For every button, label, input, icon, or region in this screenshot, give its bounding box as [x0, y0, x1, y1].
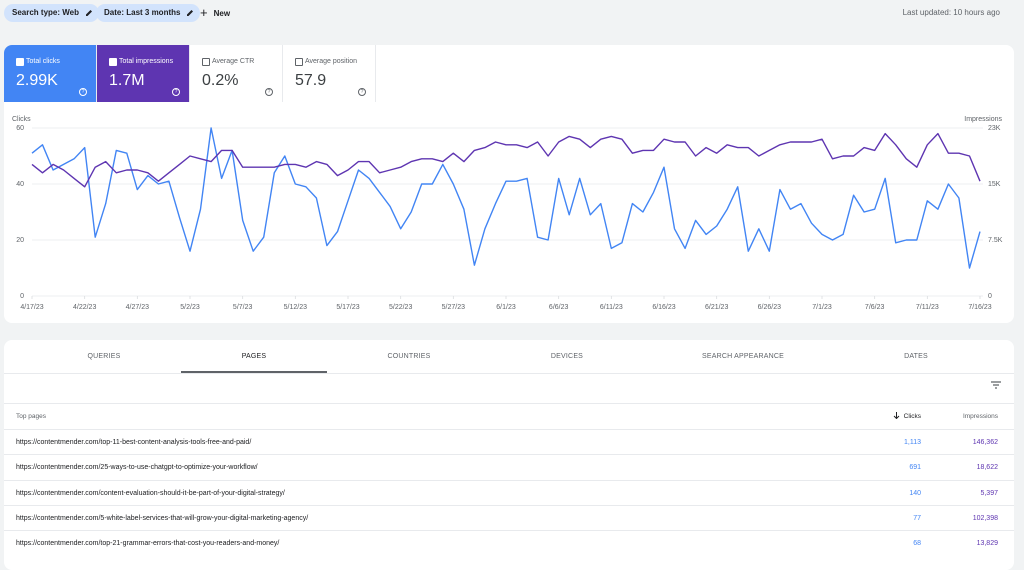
new-button[interactable]: + New: [200, 4, 230, 22]
x-tick-label: 6/11/23: [600, 304, 623, 311]
new-text: New: [213, 9, 231, 18]
sort-icon: [893, 412, 900, 420]
table-row[interactable]: https://contentmender.com/25-ways-to-use…: [4, 454, 1014, 480]
page-url: https://contentmender.com/top-21-grammar…: [16, 540, 280, 548]
y-tick-label: 20: [16, 237, 24, 244]
x-tick-label: 4/17/23: [20, 304, 43, 311]
page-url: https://contentmender.com/top-11-best-co…: [16, 439, 252, 446]
tab[interactable]: PAGES: [181, 344, 327, 373]
chip-text: Date: Last 3 months: [104, 8, 181, 17]
page: Search type: Web Date: Last 3 months + Ne…: [4, 4, 1014, 570]
metric-label: Average position: [305, 58, 358, 65]
metric-value: 0.2%: [202, 72, 239, 89]
clicks-cell: 691: [909, 464, 921, 472]
x-tick-label: 5/17/23: [336, 304, 359, 311]
impressions-cell: 5,397: [980, 489, 998, 497]
table-row[interactable]: https://contentmender.com/top-21-grammar…: [4, 530, 1014, 556]
metric-value: 1.7M: [109, 72, 145, 89]
table-header: Top pages Clicks Impressions: [4, 403, 1014, 429]
clicks-cell: 77: [913, 514, 921, 522]
x-tick-label: 7/1/23: [812, 304, 832, 311]
impressions-cell: 146,362: [972, 439, 998, 446]
metric-value: 57.9: [295, 72, 327, 89]
x-tick-label: 5/12/23: [284, 304, 307, 311]
page-url: https://contentmender.com/content-evalua…: [16, 489, 285, 497]
impressions-cell: 102,398: [972, 514, 998, 522]
x-tick-label: 5/2/23: [180, 304, 200, 311]
metric-value: 2.99K: [16, 72, 58, 89]
x-tick-label: 7/11/23: [916, 304, 939, 311]
tab[interactable]: DATES: [904, 353, 928, 360]
filter-icon[interactable]: [990, 380, 1002, 390]
x-tick-label: 5/27/23: [442, 304, 465, 311]
date-chip[interactable]: Date: Last 3 months: [96, 4, 201, 22]
edit-icon: [187, 10, 194, 16]
x-tick-label: 5/22/23: [389, 304, 412, 311]
y-axis-title: Clicks: [12, 116, 31, 123]
chart: Clicks Impressions 0 20 40 60 0 7.5K 15K 23K 4/1…: [12, 116, 1003, 311]
x-tick-label: 6/26/23: [758, 304, 781, 311]
y2-tick-label: 7.5K: [988, 237, 1003, 244]
tab[interactable]: COUNTRIES: [387, 353, 431, 360]
table-row[interactable]: https://contentmender.com/5-white-label-…: [4, 504, 1014, 531]
metric-tile[interactable]: Total impressions 1.7M?: [97, 45, 190, 102]
y-tick-label: 40: [16, 181, 24, 188]
y2-tick-label: 23K: [988, 125, 1001, 132]
search-type-chip[interactable]: Search type: Web: [4, 4, 99, 22]
help-icon[interactable]: ?: [265, 88, 273, 96]
page-url: https://contentmender.com/5-white-label-…: [16, 514, 309, 522]
last-updated: Last updated: 10 hours ago: [902, 8, 1000, 17]
tab[interactable]: DEVICES: [550, 353, 584, 360]
edit-icon: [85, 10, 92, 16]
y-tick-label: 0: [20, 293, 24, 300]
x-tick-label: 4/27/23: [126, 304, 149, 311]
column-header-text: Clicks: [903, 413, 921, 420]
y2-tick-label: 0: [988, 293, 992, 300]
table-row[interactable]: https://contentmender.com/content-evalua…: [4, 479, 1014, 506]
metric-tile[interactable]: Average CTR 0.2%?: [190, 45, 283, 102]
column-header[interactable]: Impressions: [962, 413, 998, 420]
x-tick-label: 7/6/23: [865, 304, 885, 311]
impressions-cell: 13,829: [976, 540, 998, 548]
checkbox[interactable]: [202, 58, 210, 66]
table-row[interactable]: https://contentmender.com/top-11-best-co…: [4, 429, 1014, 455]
clicks-cell: 68: [913, 540, 921, 548]
help-icon[interactable]: ?: [172, 88, 180, 96]
chip-text: Search type: Web: [12, 8, 79, 17]
impressions-cell: 18,622: [976, 464, 998, 472]
checkbox[interactable]: [109, 58, 117, 72]
x-tick-label: 5/7/23: [233, 304, 253, 311]
help-icon[interactable]: ?: [79, 88, 87, 96]
check-icon: [110, 67, 116, 72]
x-tick-label: 6/1/23: [496, 304, 516, 311]
column-header: Top pages: [16, 413, 46, 420]
checkbox[interactable]: [295, 58, 303, 66]
plus-icon: +: [200, 5, 208, 20]
series-line: [31, 132, 981, 188]
help-icon[interactable]: ?: [358, 88, 366, 96]
metric-label: Average CTR: [212, 58, 255, 65]
page-url: https://contentmender.com/25-ways-to-use…: [16, 464, 258, 472]
tab-divider: [4, 373, 1014, 374]
check-icon: [17, 67, 23, 72]
x-tick-label: 4/22/23: [73, 304, 96, 311]
y2-axis-title: Impressions: [964, 116, 1002, 123]
series-line: [31, 127, 981, 269]
x-tick-label: 6/16/23: [652, 304, 675, 311]
x-tick-label: 6/6/23: [549, 304, 569, 311]
metric-tile[interactable]: Average position 57.9?: [283, 45, 376, 102]
x-tick-label: 7/16/23: [968, 304, 991, 311]
metric-tile[interactable]: Total clicks 2.99K?: [4, 45, 97, 102]
y-tick-label: 60: [16, 125, 24, 132]
metric-label: Total clicks: [26, 58, 60, 65]
x-tick-label: 6/21/23: [705, 304, 728, 311]
checkbox[interactable]: [16, 58, 24, 72]
clicks-cell: 140: [909, 489, 921, 497]
clicks-cell: 1,113: [904, 439, 921, 446]
tab[interactable]: SEARCH APPEARANCE: [702, 353, 784, 360]
metric-label: Total impressions: [119, 58, 174, 65]
y2-tick-label: 15K: [988, 181, 1001, 188]
column-header[interactable]: Clicks: [893, 404, 921, 429]
tab[interactable]: QUERIES: [87, 353, 121, 360]
